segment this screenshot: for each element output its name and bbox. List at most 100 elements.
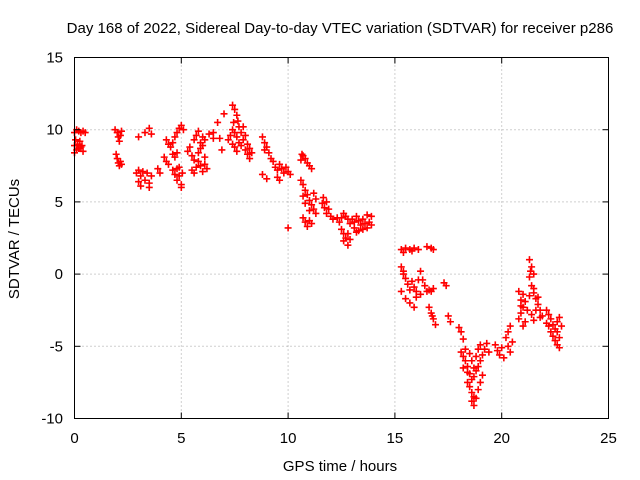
data-point <box>470 373 478 381</box>
data-point <box>423 243 431 251</box>
data-point <box>325 205 333 213</box>
data-point <box>530 285 538 293</box>
data-point <box>77 143 85 151</box>
x-tick-labels: 0 5 10 15 20 25 <box>70 430 617 447</box>
data-point <box>431 321 439 329</box>
data-point <box>461 357 469 365</box>
data-point <box>312 195 320 203</box>
data-point <box>525 256 533 264</box>
data-point <box>284 224 292 232</box>
data-point <box>78 142 86 150</box>
data-point <box>246 155 254 163</box>
data-point <box>224 136 232 144</box>
data-point <box>173 176 181 184</box>
data-point <box>233 133 241 141</box>
data-point <box>171 153 179 161</box>
data-point <box>457 348 465 356</box>
data-point <box>470 364 478 372</box>
data-point <box>468 397 476 405</box>
data-point <box>305 207 313 215</box>
data-point <box>237 129 245 137</box>
x-tick-label: 10 <box>280 430 297 447</box>
data-point <box>190 136 198 144</box>
data-point <box>404 280 412 288</box>
data-point <box>442 282 450 290</box>
data-point <box>536 313 544 321</box>
data-point <box>476 341 484 349</box>
data-point <box>299 181 307 189</box>
data-point <box>112 150 120 158</box>
data-point <box>233 111 241 119</box>
data-point <box>261 146 269 154</box>
data-point <box>397 263 405 271</box>
data-point <box>410 283 418 291</box>
data-point <box>190 156 198 164</box>
data-point <box>444 312 452 320</box>
data-point <box>534 300 542 308</box>
data-point <box>233 147 241 155</box>
data-point <box>355 217 363 225</box>
data-point <box>141 129 149 137</box>
data-point <box>528 311 536 319</box>
data-point <box>498 344 506 352</box>
data-point <box>76 137 84 145</box>
data-point <box>147 130 155 138</box>
grid-lines <box>74 57 609 419</box>
data-point <box>143 169 151 177</box>
data-point <box>169 166 177 174</box>
data-point <box>359 225 367 233</box>
data-point <box>177 183 185 191</box>
data-point <box>145 183 153 191</box>
x-axis-title: GPS time / hours <box>283 458 397 475</box>
data-point <box>318 199 326 207</box>
y-axis-title: SDTVAR / TECUs <box>6 179 23 299</box>
data-point <box>214 118 222 126</box>
data-point <box>239 136 247 144</box>
data-point <box>139 168 147 176</box>
x-tick-label: 25 <box>600 430 617 447</box>
data-point <box>280 169 288 177</box>
data-point <box>205 130 213 138</box>
data-point <box>258 133 266 141</box>
data-point <box>483 339 491 347</box>
data-point <box>301 155 309 163</box>
data-point <box>239 123 247 131</box>
data-point <box>549 321 557 329</box>
data-point <box>363 211 371 219</box>
data-point <box>461 345 469 353</box>
plot-frame <box>74 57 609 419</box>
data-point <box>169 139 177 147</box>
data-point <box>408 247 416 255</box>
data-point <box>414 246 422 254</box>
data-point <box>399 248 407 256</box>
y-tick-label: 15 <box>46 50 63 67</box>
data-point <box>543 319 551 327</box>
data-point <box>528 263 536 271</box>
data-point <box>308 201 316 209</box>
data-point <box>135 166 143 174</box>
data-point <box>346 220 354 228</box>
data-point <box>171 170 179 178</box>
data-point <box>502 334 510 342</box>
data-point <box>476 378 484 386</box>
data-point <box>361 220 369 228</box>
data-point <box>553 318 561 326</box>
data-point <box>261 139 269 147</box>
data-point <box>167 143 175 151</box>
data-point <box>555 344 563 352</box>
data-point <box>216 134 224 142</box>
data-point <box>468 389 476 397</box>
data-point <box>547 315 555 323</box>
data-point <box>506 322 514 330</box>
data-point <box>525 292 533 300</box>
data-point <box>470 402 478 410</box>
data-point <box>525 273 533 281</box>
data-point <box>303 191 311 199</box>
y-tick-label: -5 <box>50 338 63 355</box>
data-point <box>237 142 245 150</box>
data-point <box>199 168 207 176</box>
data-point <box>308 220 316 228</box>
data-point <box>553 328 561 336</box>
data-point <box>481 345 489 353</box>
